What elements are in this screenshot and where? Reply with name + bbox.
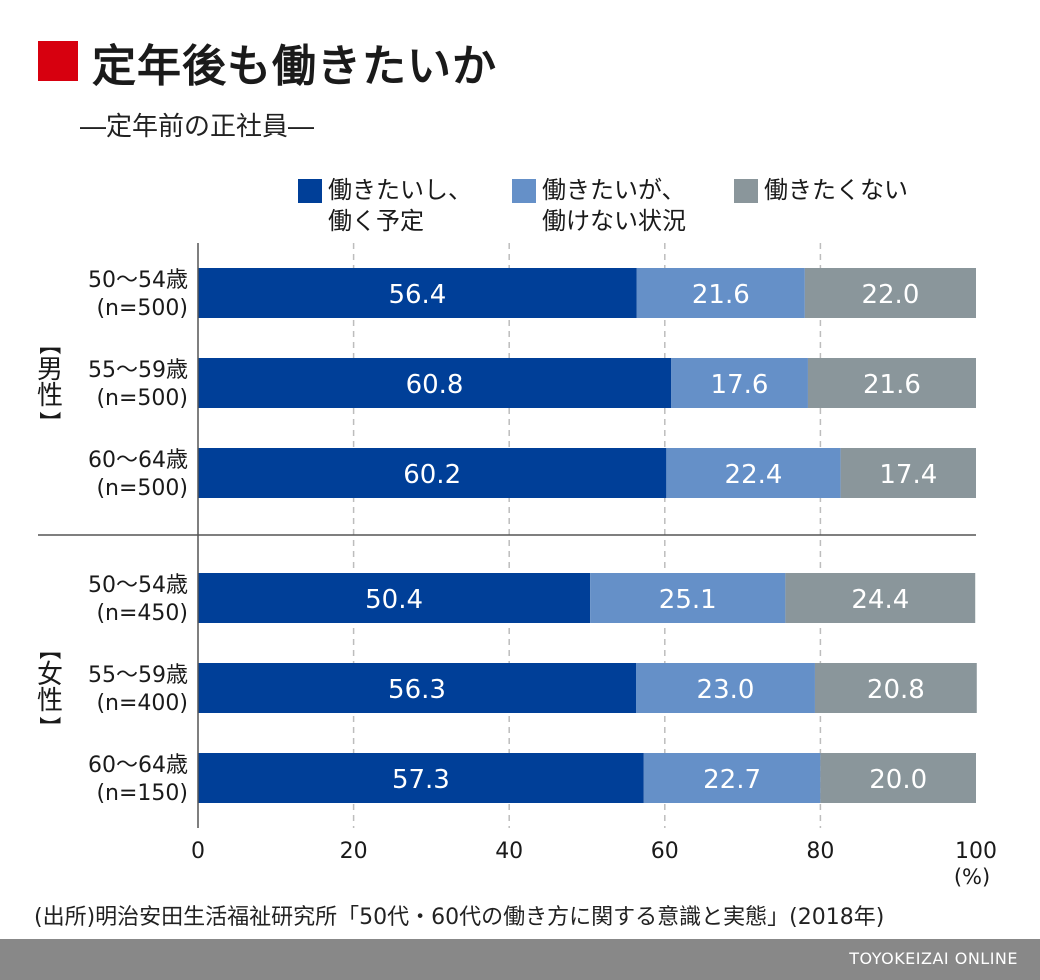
bar-segment [198, 573, 591, 623]
bar-value-label: 20.8 [867, 675, 925, 705]
x-tick-label: 40 [495, 839, 523, 864]
group-label-char: 【 [36, 333, 61, 355]
bar-value-label: 22.0 [861, 280, 919, 310]
legend-label: 働きたいが、 働けない状況 [542, 176, 686, 235]
bar-value-label: 22.4 [725, 460, 783, 490]
bar-segment [198, 448, 667, 498]
chart-title: 定年後も働きたいか [92, 41, 497, 92]
x-axis-unit: (%) [954, 865, 990, 889]
bar-value-label: 23.0 [697, 675, 755, 705]
group-label-char: 男 [37, 355, 63, 385]
bar-segment [643, 753, 821, 803]
bar-segment [804, 268, 976, 318]
legend-item-want-but-cannot: 働きたいが、 働けない状況 [512, 175, 686, 237]
source-note: (出所)明治安田生活福祉研究所「50代・60代の働き方に関する意識と実態」(20… [34, 905, 885, 930]
bar-segment [636, 663, 815, 713]
title-marker [38, 41, 78, 81]
bar-value-label: 60.8 [406, 370, 464, 400]
x-tick-label: 60 [651, 839, 679, 864]
legend-swatch [298, 179, 322, 203]
bar-segment [814, 663, 977, 713]
row-label-age: 55〜59歳 [88, 663, 188, 688]
bar-value-label: 50.4 [365, 585, 423, 615]
legend-label: 働きたくない [764, 176, 908, 204]
bar-value-label: 56.4 [388, 280, 446, 310]
legend-swatch [512, 179, 536, 203]
legend-label: 働きたいし、 働く予定 [328, 176, 472, 235]
stacked-bar-chart: 56.4 21.6 22.0 50〜54歳 (n=500) 60.8 17.6 21.6 55〜… [36, 243, 997, 889]
group-label-char: 【 [36, 638, 61, 660]
bar-segment [636, 268, 805, 318]
bar-value-label: 24.4 [851, 585, 909, 615]
footer-bar: TOYOKEIZAI ONLINE [0, 939, 1040, 980]
bar-segment [820, 753, 976, 803]
bar-value-label: 21.6 [863, 370, 921, 400]
legend-item-do-not-want: 働きたくない [734, 175, 908, 206]
bar-segment [198, 663, 637, 713]
bar-segment [666, 448, 841, 498]
row-label-n: (n=500) [96, 296, 188, 321]
group-label-char: 女 [37, 660, 63, 690]
group-label-char: 】 [36, 716, 61, 738]
x-tick-label: 20 [340, 839, 368, 864]
bar-value-label: 22.7 [703, 765, 761, 795]
bar-value-label: 17.6 [711, 370, 769, 400]
row-label-n: (n=400) [96, 691, 188, 716]
group-label-char: 】 [36, 411, 61, 433]
row-label-n: (n=500) [96, 386, 188, 411]
row-label-age: 60〜64歳 [88, 448, 188, 473]
x-tick-label: 80 [806, 839, 834, 864]
group-label-char: 性 [37, 686, 63, 716]
bar-segment [807, 358, 976, 408]
bar-value-label: 56.3 [388, 675, 446, 705]
bar-value-label: 17.4 [879, 460, 937, 490]
bar-value-label: 25.1 [659, 585, 717, 615]
group-label-char: 性 [37, 381, 63, 411]
bar-segment [590, 573, 786, 623]
row-label-age: 55〜59歳 [88, 358, 188, 383]
x-tick-label: 100 [955, 839, 997, 864]
bar-segment [198, 753, 644, 803]
row-label-n: (n=150) [96, 781, 188, 806]
legend-swatch [734, 179, 758, 203]
chart-subtitle: ―定年前の正社員― [80, 112, 315, 142]
row-label-n: (n=500) [96, 476, 188, 501]
bar-segment [671, 358, 808, 408]
bar-value-label: 21.6 [692, 280, 750, 310]
x-tick-label: 0 [191, 839, 205, 864]
bar-value-label: 20.0 [869, 765, 927, 795]
bar-value-label: 60.2 [403, 460, 461, 490]
row-label-age: 60〜64歳 [88, 753, 188, 778]
bar-segment [198, 268, 637, 318]
footer-brand: TOYOKEIZAI ONLINE [849, 949, 1018, 968]
bar-segment [840, 448, 976, 498]
row-label-age: 50〜54歳 [88, 268, 188, 293]
row-label-age: 50〜54歳 [88, 573, 188, 598]
row-label-n: (n=450) [96, 601, 188, 626]
legend-item-plan-to-work: 働きたいし、 働く予定 [298, 175, 472, 237]
bar-value-label: 57.3 [392, 765, 450, 795]
bar-segment [785, 573, 976, 623]
bar-segment [198, 358, 672, 408]
